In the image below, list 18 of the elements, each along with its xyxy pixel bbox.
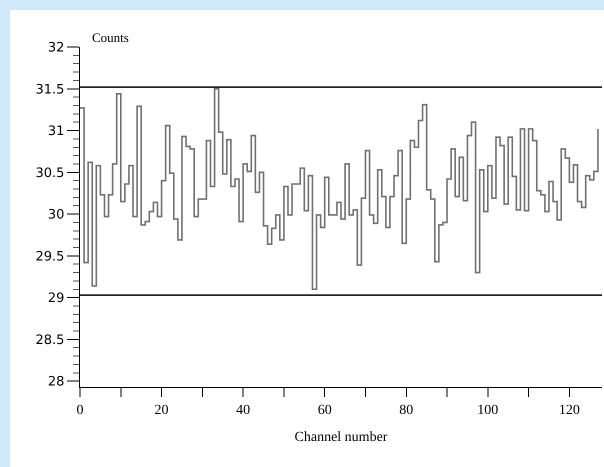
y-tick-label: 32 bbox=[48, 40, 64, 56]
y-tick-label: 31 bbox=[48, 124, 64, 140]
x-tick-label: 60 bbox=[318, 402, 332, 418]
y-tick-label: 29.5 bbox=[35, 249, 64, 264]
x-tick-label: 20 bbox=[154, 402, 169, 418]
y-tick-label: 29 bbox=[48, 291, 64, 306]
y-tick-label: 30 bbox=[48, 208, 64, 223]
y-tick-label: 28.5 bbox=[35, 332, 64, 348]
y-tick-label: 31.5 bbox=[35, 82, 64, 98]
y-tick-label: 28 bbox=[48, 374, 64, 390]
x-axis-title: Channel number bbox=[294, 430, 388, 446]
x-tick-label: 120 bbox=[558, 402, 580, 418]
y-axis-title: Counts bbox=[92, 30, 129, 45]
y-tick-label: 30.5 bbox=[35, 166, 64, 181]
x-tick-label: 80 bbox=[399, 402, 414, 418]
x-tick-label: 100 bbox=[477, 402, 498, 418]
x-tick-label: 0 bbox=[76, 402, 84, 418]
x-tick-label: 40 bbox=[236, 402, 250, 418]
